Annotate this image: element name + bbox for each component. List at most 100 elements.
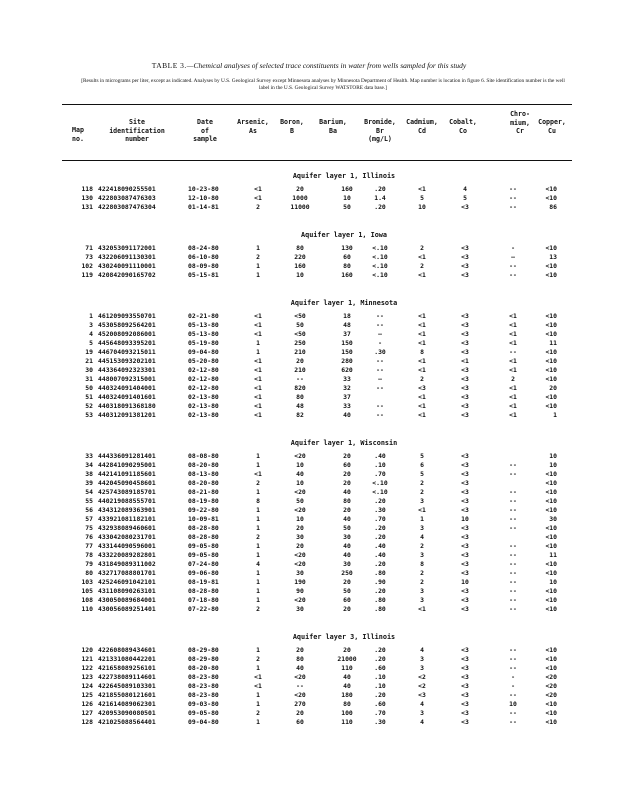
cell-barium: 110 (341, 718, 353, 726)
cell-arsenic: 1 (256, 271, 260, 279)
cell-map-no: 56 (85, 506, 93, 514)
cell-sample-date: 08-23-80 (188, 682, 219, 690)
cell-sample-date: 08-09-80 (188, 262, 219, 270)
cell-arsenic: 1 (256, 664, 260, 672)
cell-boron: <20 (294, 488, 306, 496)
cell-cobalt: <1 (461, 357, 469, 365)
cell-sample-date: 09-05-80 (188, 551, 219, 559)
cell-copper: 11 (549, 551, 557, 559)
cell-copper: <10 (545, 185, 557, 193)
cell-chromium: <1 (509, 312, 517, 320)
cell-barium: 20 (343, 646, 351, 654)
cell-chromium: <1 (509, 411, 517, 419)
cell-site-id: 422418090255501 (98, 185, 156, 193)
cell-cadmium: 6 (420, 461, 424, 469)
cell-cobalt: <3 (461, 452, 469, 460)
cell-bromide: .30 (374, 718, 386, 726)
cell-cobalt: <3 (461, 330, 469, 338)
table-row: 77 433144090596001 09-05-80 1 20 40 .40 2 <3 -- <1… (0, 542, 618, 551)
cell-copper: <10 (545, 330, 557, 338)
cell-bromide: <.10 (372, 479, 388, 487)
cell-boron: 10 (296, 515, 304, 523)
cell-copper: 1 (553, 411, 557, 419)
cell-cadmium: <2 (418, 673, 426, 681)
header-chromium: Chro- mium, Cr (510, 110, 530, 135)
cell-barium: 150 (341, 348, 353, 356)
cell-chromium: -- (509, 655, 517, 663)
cell-bromide: <.10 (372, 253, 388, 261)
cell-cadmium: 2 (420, 375, 424, 383)
cell-copper: <10 (545, 194, 557, 202)
cell-cadmium: 2 (420, 578, 424, 586)
cell-chromium: -- (509, 605, 517, 613)
table-row: 54 425743089185701 08-21-80 1 <20 40 <.10 2 <3 --… (0, 488, 618, 497)
cell-copper: 10 (549, 578, 557, 586)
table-row: 123 422738089114601 08-23-80 <1 <20 40 .10 <2 <3… (0, 673, 618, 682)
table-row: 53 440312091381201 02-13-80 <1 82 40 -- <1 <3 <1 1 (0, 411, 618, 420)
cell-chromium: <1 (509, 402, 517, 410)
cell-map-no: 30 (85, 366, 93, 374)
cell-map-no: 55 (85, 497, 93, 505)
cell-arsenic: <1 (254, 682, 262, 690)
cell-cadmium: <1 (418, 185, 426, 193)
cell-arsenic: 1 (256, 515, 260, 523)
cell-arsenic: 2 (256, 253, 260, 261)
cell-sample-date: 10-23-80 (188, 185, 219, 193)
cell-copper: <10 (545, 357, 557, 365)
cell-map-no: 110 (81, 605, 93, 613)
cell-site-id: 440219088555701 (98, 497, 156, 505)
cell-barium: 40 (343, 551, 351, 559)
cell-bromide: .70 (374, 515, 386, 523)
section-heading: Aquifer layer 1, Iowa (301, 231, 387, 239)
header-site-id: Site identification number (109, 118, 165, 143)
cell-barium: 20 (343, 578, 351, 586)
cell-bromide: .20 (374, 655, 386, 663)
cell-cadmium: 8 (420, 560, 424, 568)
cell-arsenic: 1 (256, 488, 260, 496)
cell-arsenic: 1 (256, 700, 260, 708)
header-arsenic: Arsenic, As (237, 118, 269, 135)
cell-bromide: .20 (374, 587, 386, 595)
cell-site-id: 440324091401601 (98, 393, 156, 401)
cell-map-no: 126 (81, 700, 93, 708)
cell-barium: 250 (341, 569, 353, 577)
table-row: 19 446704093215011 09-04-80 1 210 150 .30 8 <3 --… (0, 348, 618, 357)
cell-cadmium: <1 (418, 339, 426, 347)
cell-chromium: 10 (509, 700, 517, 708)
cell-arsenic: <1 (254, 470, 262, 478)
cell-boron: <20 (294, 452, 306, 460)
cell-map-no: 57 (85, 515, 93, 523)
cell-site-id: 422738089114601 (98, 673, 156, 681)
cell-cobalt: <3 (461, 321, 469, 329)
cell-copper: 11 (549, 339, 557, 347)
cell-bromide: -- (376, 312, 384, 320)
cell-cadmium: 10 (418, 203, 426, 211)
cell-cadmium: 5 (420, 470, 424, 478)
cell-site-id: 461209093550701 (98, 312, 156, 320)
cell-bromide: — (378, 330, 382, 338)
cell-sample-date: 01-14-81 (188, 203, 219, 211)
header-bottom-rule (62, 160, 572, 161)
cell-sample-date: 08-19-81 (188, 578, 219, 586)
cell-arsenic: 1 (256, 524, 260, 532)
cell-chromium: -- (509, 461, 517, 469)
cell-sample-date: 08-29-80 (188, 646, 219, 654)
cell-copper: <10 (545, 375, 557, 383)
cell-bromide: .10 (374, 682, 386, 690)
cell-chromium: -- (509, 262, 517, 270)
table-row: 120 422608089434601 08-29-80 1 20 20.20 4 <3 -- <… (0, 646, 618, 655)
cell-cobalt: <3 (461, 718, 469, 726)
cell-cadmium: 2 (420, 488, 424, 496)
cell-copper: <10 (545, 479, 557, 487)
table-row: 31 448007092315001 02-12-80 <1 -- 33 — 2 <3 2 <10 (0, 375, 618, 384)
cell-map-no: 73 (85, 253, 93, 261)
cell-sample-date: 07-22-80 (188, 605, 219, 613)
cell-site-id: 433144090596001 (98, 542, 156, 550)
cell-sample-date: 09-06-80 (188, 569, 219, 577)
cell-site-id: 421331080442201 (98, 655, 156, 663)
cell-arsenic: 2 (256, 203, 260, 211)
cell-map-no: 103 (81, 578, 93, 586)
cell-cobalt: <3 (461, 312, 469, 320)
cell-bromide: .20 (374, 646, 386, 654)
cell-sample-date: 08-28-80 (188, 533, 219, 541)
